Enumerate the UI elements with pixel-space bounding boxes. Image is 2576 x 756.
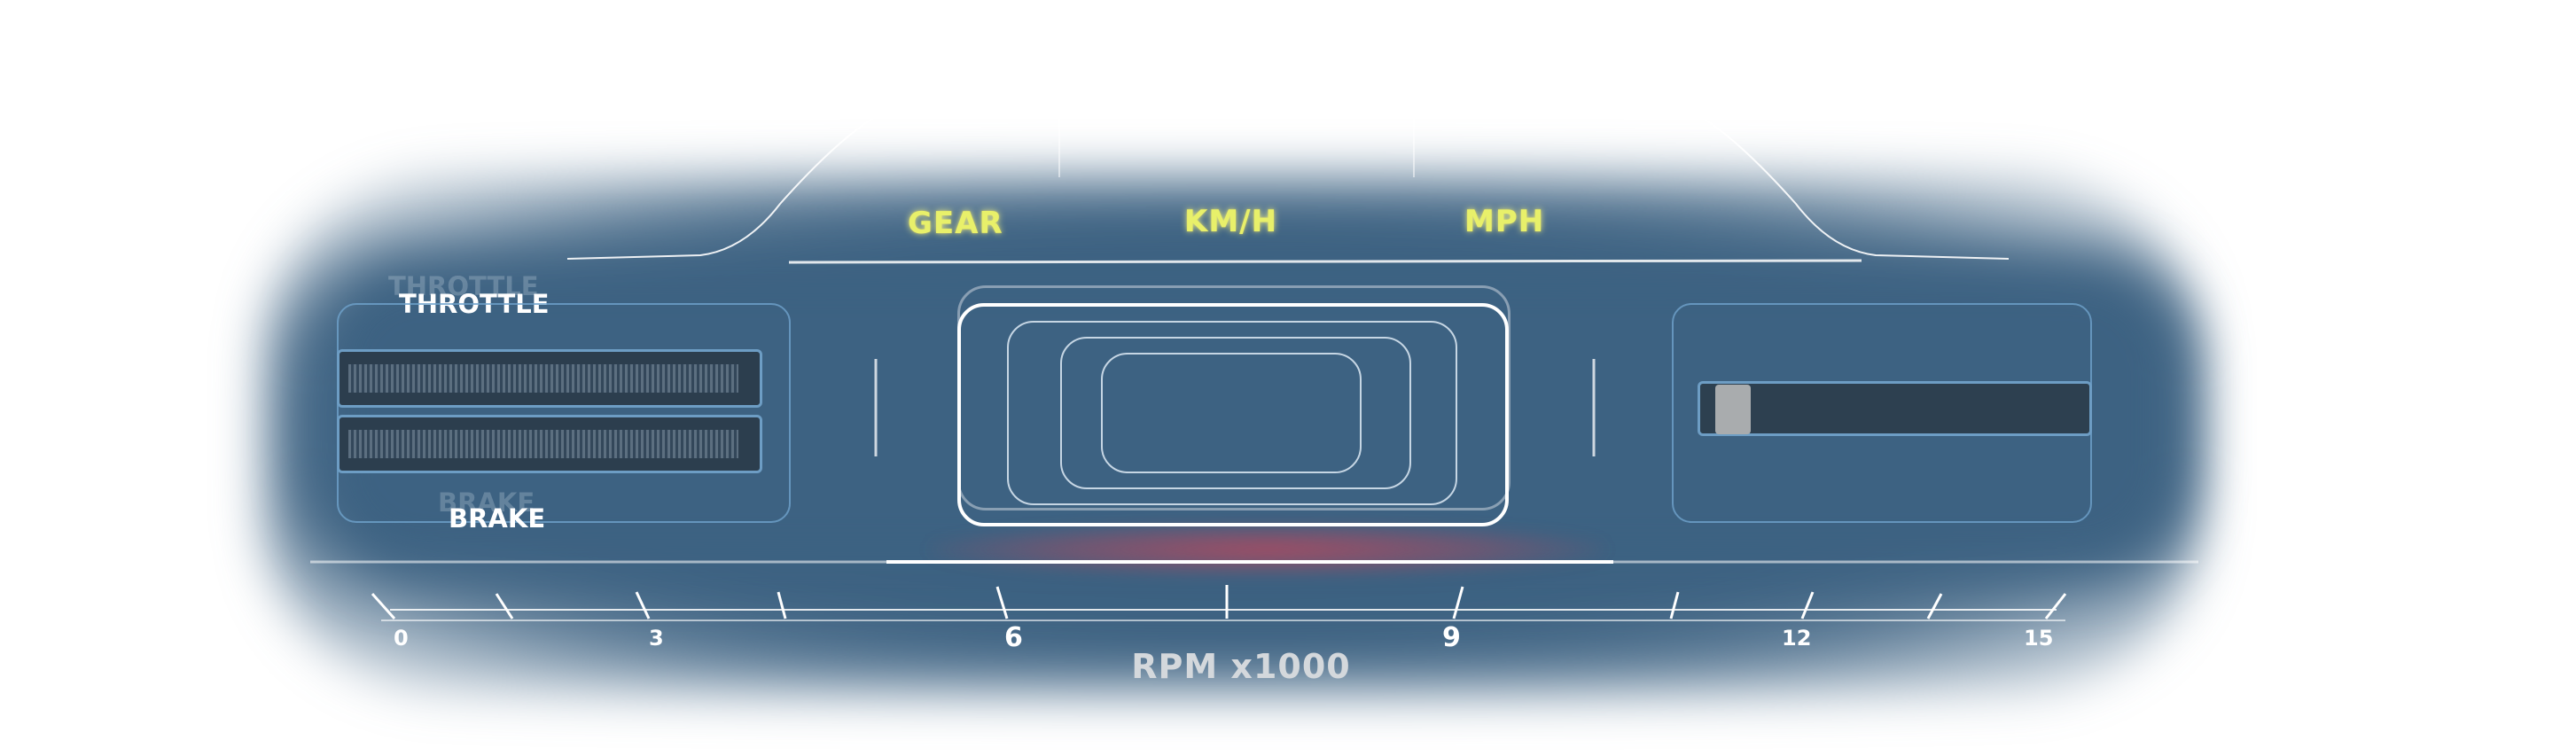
rpm-tick-12: 12 (1782, 626, 1812, 651)
speed-display-ring-2 (1007, 321, 1457, 505)
rpm-tick-3: 3 (649, 626, 664, 651)
brake-label: BRAKE (449, 503, 546, 534)
gauge-slider-track[interactable] (1698, 381, 2092, 436)
throttle-bar (337, 349, 762, 408)
pedal-frame (337, 303, 791, 523)
rpm-tick-0: 0 (394, 626, 409, 651)
speed-display-inner (1101, 353, 1362, 473)
rpm-unit-label: RPM x1000 (1131, 647, 1351, 686)
brake-bar (337, 415, 762, 473)
brake-bar-segments (348, 430, 738, 458)
speed-display-ring-3 (1060, 337, 1411, 489)
throttle-ghost-label: THROTTLE (388, 271, 539, 301)
gauge-slider-thumb[interactable] (1715, 385, 1751, 434)
rpm-tick-15: 15 (2024, 626, 2054, 651)
kmh-label: KM/H (1184, 204, 1278, 239)
rpm-ticks (371, 585, 2067, 620)
rpm-tick-6: 6 (1004, 622, 1023, 653)
mph-label: MPH (1464, 204, 1545, 239)
rpm-tick-9: 9 (1442, 622, 1461, 653)
gear-label: GEAR (908, 206, 1003, 241)
speed-display-outer (957, 303, 1509, 526)
rpm-redline-glow (931, 523, 1604, 576)
brake-ghost-label: BRAKE (438, 487, 535, 518)
throttle-bar-segments (348, 364, 738, 393)
